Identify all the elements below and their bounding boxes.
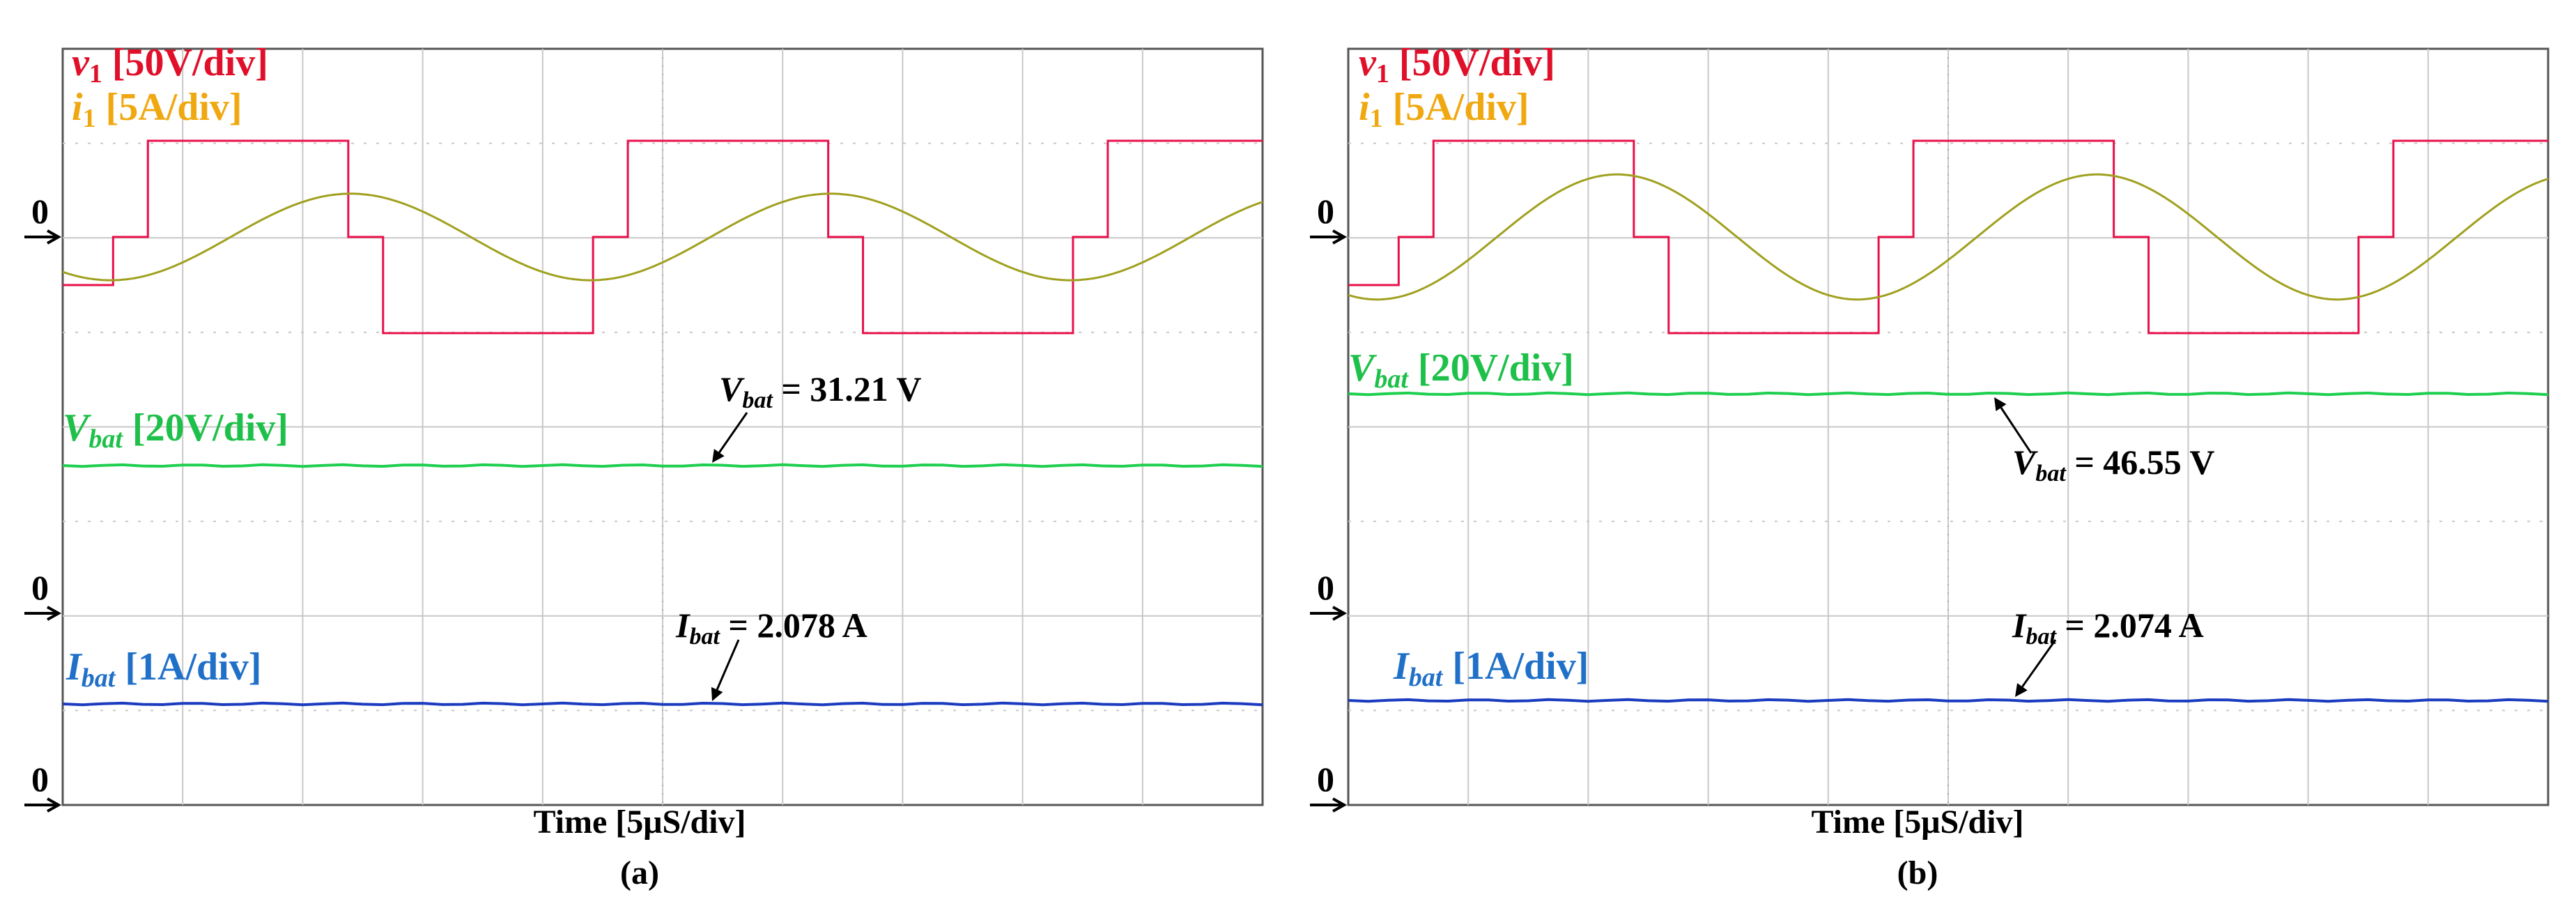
annotation-arrowhead-icon — [712, 449, 725, 463]
annotation-arrowhead-icon — [1994, 397, 2007, 411]
zero-arrow-icon — [24, 797, 62, 813]
grid — [1348, 49, 2548, 805]
x-axis-label: Time [5μS/div] — [533, 804, 746, 841]
grid — [63, 49, 1263, 805]
annotation-arrow-icon — [718, 412, 748, 454]
channel-label-i1: i1 [5A/div] — [72, 86, 242, 133]
zero-marker: 0 — [1317, 760, 1334, 799]
x-axis-label: Time [5μS/div] — [1811, 804, 2023, 841]
zero-arrow-icon — [1310, 229, 1348, 245]
channel-label-vbat: Vbat [20V/div] — [1348, 346, 1574, 394]
annotation-ibat: Ibat = 2.078 A — [675, 606, 867, 650]
zero-marker: 0 — [31, 760, 49, 799]
channel-label-v1: v1 [50V/div] — [72, 41, 268, 89]
scope-panel-b: 0 0 0 v1 [50V/div]i1 [5A/div] Vbat [20V/div]… — [1310, 41, 2550, 891]
channel-label-ibat: Ibat [1A/div] — [65, 645, 261, 693]
zero-arrow-icon — [1310, 606, 1348, 621]
zero-arrow-icon — [24, 229, 62, 245]
annotation-arrowhead-icon — [711, 686, 723, 701]
series-i1-line — [62, 192, 1263, 282]
zero-marker: 0 — [1317, 568, 1334, 607]
panel-caption: (b) — [1897, 854, 1938, 891]
annotation-arrow-icon — [2021, 639, 2057, 688]
zero-arrow-icon — [1310, 797, 1348, 813]
channel-label-vbat: Vbat [20V/div] — [63, 406, 288, 454]
annotation-vbat: Vbat = 31.21 V — [719, 369, 922, 413]
annotation-arrow-icon — [716, 639, 740, 691]
annotation-arrow-icon — [2000, 407, 2033, 454]
channel-label-ibat: Ibat [1A/div] — [1393, 645, 1589, 692]
zero-marker: 0 — [31, 192, 49, 231]
channel-label-v1: v1 [50V/div] — [1359, 41, 1555, 89]
series-v1-line — [1348, 139, 2548, 335]
channel-label-i1: i1 [5A/div] — [1359, 86, 1529, 133]
annotation-arrowhead-icon — [2015, 683, 2028, 697]
series-ibat-line — [1348, 698, 2549, 703]
series-vbat-line — [62, 463, 1263, 468]
zero-arrow-icon — [24, 606, 62, 621]
series-v1-line — [63, 139, 1263, 335]
panel-caption: (a) — [620, 854, 659, 891]
scope-panel-a: 0 0 0 v1 [50V/div]i1 [5A/div] Vbat [20V/div]… — [24, 41, 1264, 891]
series-ibat-line — [62, 701, 1263, 707]
zero-marker: 0 — [1317, 192, 1334, 231]
annotation-vbat: Vbat = 46.55 V — [2012, 443, 2215, 486]
series-i1-line — [1348, 173, 2549, 301]
series-vbat-line — [1348, 391, 2549, 397]
annotation-ibat: Ibat = 2.074 A — [2012, 606, 2204, 650]
zero-marker: 0 — [31, 568, 49, 607]
